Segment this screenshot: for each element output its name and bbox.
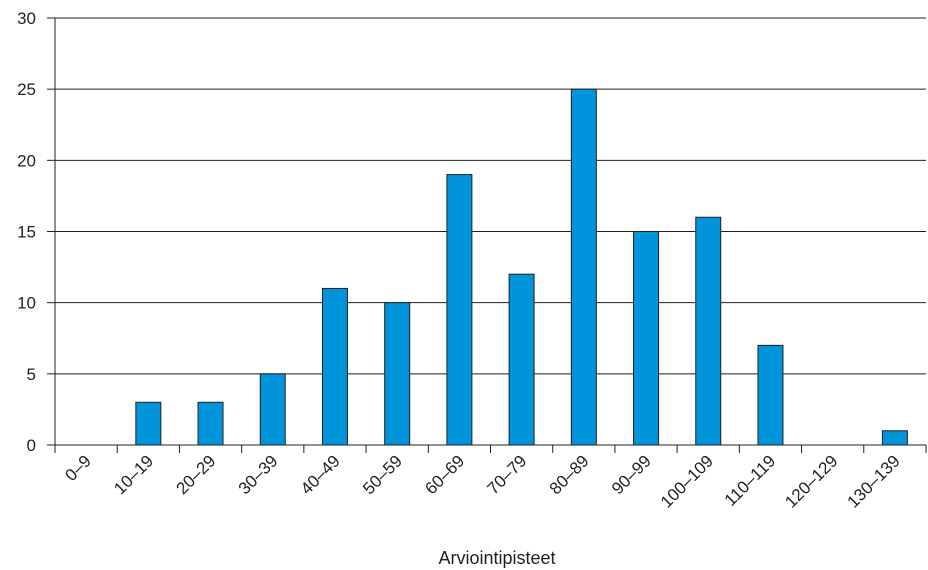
bar xyxy=(633,231,660,446)
x-tick-label: 20–29 xyxy=(172,451,219,498)
y-tick-label: 5 xyxy=(27,365,36,384)
bar xyxy=(197,401,224,446)
x-tick-labels: 0–9 10–19 20–29 30–39 40–49 50–59 60–69 70–79 80… xyxy=(61,451,903,511)
bar xyxy=(446,174,473,446)
x-tick-label: 70–79 xyxy=(484,451,531,498)
bar xyxy=(881,430,908,446)
x-tick-label: 110–119 xyxy=(721,451,779,509)
bar xyxy=(508,273,535,446)
x-tick-label: 130–139 xyxy=(843,451,903,511)
bar xyxy=(259,373,286,446)
x-tick-label: 90–99 xyxy=(608,451,655,498)
bars xyxy=(135,88,908,446)
bar xyxy=(384,302,411,446)
bar xyxy=(135,401,162,446)
bar xyxy=(321,287,348,446)
axes xyxy=(47,17,927,453)
x-tick-label: 60–69 xyxy=(421,451,468,498)
y-tick-label: 20 xyxy=(17,151,36,170)
y-tick-label: 30 xyxy=(17,9,36,28)
y-tick-label: 15 xyxy=(17,223,36,242)
x-tick-label: 100–109 xyxy=(657,451,717,511)
bar xyxy=(570,88,597,446)
x-tick-label: 30–39 xyxy=(235,451,282,498)
bar xyxy=(695,216,722,446)
x-tick-label: 10–19 xyxy=(110,451,157,498)
y-tick-label: 10 xyxy=(17,294,36,313)
y-tick-labels: 0 5 10 15 20 25 30 xyxy=(17,9,36,455)
x-tick-label: 50–59 xyxy=(359,451,406,498)
x-tick-label: 0–9 xyxy=(61,451,94,484)
x-tick-label: 80–89 xyxy=(546,451,593,498)
y-tick-label: 0 xyxy=(27,436,36,455)
gridlines xyxy=(55,17,926,446)
x-tick-label: 120–129 xyxy=(781,451,841,511)
x-tick-label: 40–49 xyxy=(297,451,344,498)
bar xyxy=(757,344,784,446)
y-tick-label: 25 xyxy=(17,80,36,99)
x-axis-label: Arviointipisteet xyxy=(438,548,555,568)
